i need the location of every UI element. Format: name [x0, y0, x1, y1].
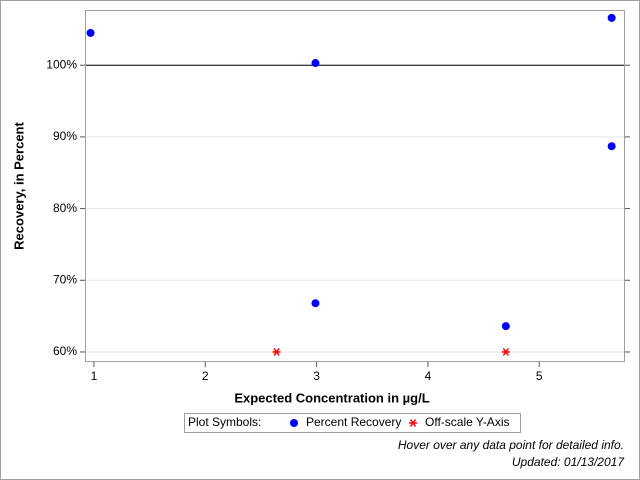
x-tick-label: 1	[91, 369, 98, 383]
x-tick-label: 5	[536, 369, 543, 383]
y-tick-label: 100%	[46, 57, 77, 71]
star-marker	[409, 419, 417, 427]
legend-label: Off-scale Y-Axis	[425, 415, 509, 429]
x-axis-label: Expected Concentration in µg/L	[234, 390, 429, 405]
x-tick-label: 3	[313, 369, 320, 383]
star-stroke	[273, 348, 280, 356]
dot-marker[interactable]	[311, 59, 320, 68]
dot-marker[interactable]	[311, 299, 320, 308]
x-tick-label: 2	[202, 369, 209, 383]
star-stroke	[502, 348, 509, 356]
dot-marker[interactable]	[607, 13, 616, 22]
dot-marker[interactable]	[501, 322, 510, 331]
star-marker[interactable]	[272, 348, 281, 356]
y-axis-label: Recovery, in Percent	[11, 122, 26, 250]
y-tick-label: 70%	[53, 272, 77, 286]
star-stroke	[409, 419, 417, 427]
plot-area	[85, 10, 625, 362]
y-tick-label: 90%	[53, 129, 77, 143]
legend-label: Percent Recovery	[306, 415, 401, 429]
dot-marker[interactable]	[607, 142, 616, 151]
x-tick-label: 4	[425, 369, 432, 383]
y-tick-label: 60%	[53, 344, 77, 358]
dot-marker	[290, 419, 298, 427]
dot-marker[interactable]	[86, 28, 95, 37]
legend-title: Plot Symbols:	[188, 415, 261, 429]
y-tick-label: 80%	[53, 201, 77, 215]
note: Hover over any data point for detailed i…	[398, 438, 624, 452]
star-marker[interactable]	[501, 348, 510, 356]
legend-box	[184, 413, 521, 433]
note: Updated: 01/13/2017	[512, 455, 625, 469]
